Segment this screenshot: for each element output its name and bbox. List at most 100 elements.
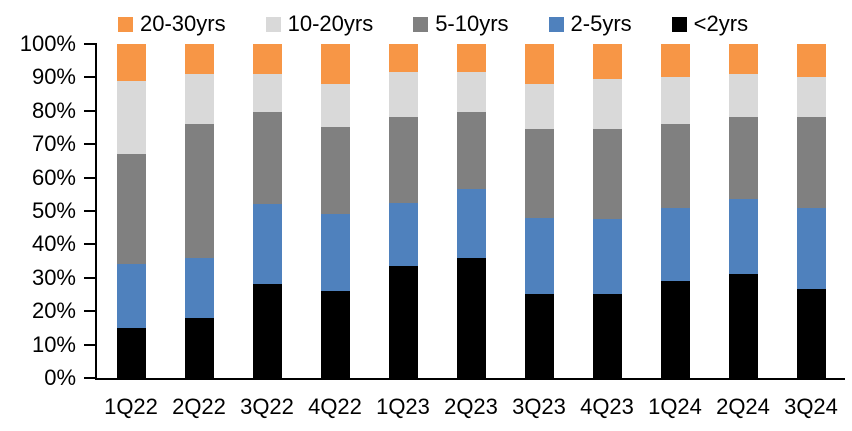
- y-axis-tick-20: [84, 310, 95, 313]
- bar-segment-2q24-2-5yrs: [728, 199, 758, 275]
- x-axis-label-2q24: 2Q24: [716, 394, 770, 419]
- legend-swatch-2-5yrs-icon: [548, 16, 564, 32]
- bar-segment-2q22-5-10yrs: [184, 124, 214, 258]
- legend-swatch-10-20yrs-icon: [265, 16, 281, 32]
- bar-segment-3q23-2-5yrs: [524, 217, 554, 295]
- bar-3q24: [796, 44, 826, 378]
- bar-segment-1q23-lt-2yrs: [388, 266, 418, 378]
- x-axis-line: [95, 378, 845, 380]
- legend-swatch-5-10yrs-icon: [413, 16, 429, 32]
- bar-segment-2q23-20-30yrs: [456, 44, 486, 73]
- y-axis-tick-90: [84, 76, 95, 79]
- y-axis-tick-40: [84, 243, 95, 246]
- bar-segment-1q24-10-20yrs: [660, 77, 690, 125]
- bar-segment-3q23-20-30yrs: [524, 44, 554, 85]
- x-axis-label-4q22: 4Q22: [308, 394, 362, 419]
- y-axis-label-20: 20%: [31, 298, 76, 324]
- bar-3q23: [524, 44, 554, 378]
- x-axis-label-1q23: 1Q23: [376, 394, 430, 419]
- y-axis-label-40: 40%: [31, 231, 76, 257]
- bar-segment-2q23-lt-2yrs: [456, 257, 486, 378]
- legend-item-2-5yrs: 2-5yrs: [548, 11, 632, 37]
- y-axis-tick-30: [84, 276, 95, 279]
- legend-label-5-10yrs: 5-10yrs: [435, 11, 509, 36]
- bar-segment-3q22-5-10yrs: [252, 112, 282, 205]
- bar-segment-2q22-20-30yrs: [184, 44, 214, 75]
- y-axis-tick-10: [84, 343, 95, 346]
- bar-slot-1q24: [641, 44, 709, 378]
- bar-2q23: [456, 44, 486, 378]
- legend-label-lt-2yrs: <2yrs: [693, 11, 749, 36]
- bar-segment-1q23-10-20yrs: [388, 72, 418, 118]
- bar-segment-1q22-5-10yrs: [116, 154, 146, 265]
- bar-segment-3q22-lt-2yrs: [252, 284, 282, 378]
- bar-3q22: [252, 44, 282, 378]
- bar-segment-2q23-2-5yrs: [456, 189, 486, 258]
- x-axis-label-3q23: 3Q23: [512, 394, 566, 419]
- x-axis-label-1q22: 1Q22: [104, 394, 158, 419]
- bar-1q24: [660, 44, 690, 378]
- legend-item-20-30yrs: 20-30yrs: [118, 11, 226, 37]
- bar-slot-2q24: [709, 44, 777, 378]
- legend-label-2-5yrs: 2-5yrs: [570, 11, 632, 36]
- y-axis-tick-70: [84, 143, 95, 146]
- legend-item-10-20yrs: 10-20yrs: [265, 11, 373, 37]
- bar-slot-2q22: [165, 44, 233, 378]
- bar-segment-3q22-10-20yrs: [252, 74, 282, 113]
- bar-slot-1q22: [97, 44, 165, 378]
- bar-segment-3q24-2-5yrs: [796, 207, 826, 290]
- bar-2q24: [728, 44, 758, 378]
- y-axis-label-10: 10%: [31, 331, 76, 357]
- legend-swatch-lt-2yrs-icon: [671, 16, 687, 32]
- bar-segment-1q23-20-30yrs: [388, 44, 418, 73]
- bar-segment-3q24-10-20yrs: [796, 77, 826, 118]
- legend: 20-30yrs 10-20yrs 5-10yrs 2-5yrs <2yrs: [118, 11, 748, 37]
- legend-item-lt-2yrs: <2yrs: [671, 11, 749, 37]
- bar-segment-2q24-lt-2yrs: [728, 274, 758, 378]
- bar-slot-3q24: [777, 44, 845, 378]
- x-axis-label-2q22: 2Q22: [172, 394, 226, 419]
- bar-segment-3q23-lt-2yrs: [524, 294, 554, 378]
- x-axis-label-1q24: 1Q24: [648, 394, 702, 419]
- bar-segment-4q22-10-20yrs: [320, 84, 350, 128]
- x-axis-label-3q24: 3Q24: [784, 394, 838, 419]
- x-axis-label-4q23: 4Q23: [580, 394, 634, 419]
- y-axis-tick-100: [84, 43, 95, 45]
- y-axis-tick-60: [84, 176, 95, 179]
- bar-segment-1q23-2-5yrs: [388, 202, 418, 267]
- bar-segment-1q22-20-30yrs: [116, 44, 146, 81]
- y-axis-label-100: 100%: [19, 31, 76, 56]
- bar-segment-3q24-5-10yrs: [796, 117, 826, 208]
- y-axis-label-80: 80%: [31, 97, 76, 123]
- x-axis-labels: 1Q22 2Q22 3Q22 4Q22 1Q23 2Q23 3Q23 4Q23 1Q24 2Q24…: [97, 394, 845, 420]
- bar-slot-4q22: [301, 44, 369, 378]
- y-axis-tick-80: [84, 109, 95, 112]
- bar-segment-1q24-20-30yrs: [660, 44, 690, 78]
- bar-2q22: [184, 44, 214, 378]
- y-axis-label-70: 70%: [31, 131, 76, 157]
- bar-slot-1q23: [369, 44, 437, 378]
- bar-segment-2q24-20-30yrs: [728, 44, 758, 75]
- bar-segment-4q23-2-5yrs: [592, 219, 622, 295]
- y-axis-label-0: 0%: [44, 365, 76, 390]
- bar-segment-1q22-lt-2yrs: [116, 327, 146, 378]
- bar-segment-4q22-5-10yrs: [320, 127, 350, 215]
- bar-1q22: [116, 44, 146, 378]
- bar-segment-1q23-5-10yrs: [388, 117, 418, 203]
- bar-segment-2q23-5-10yrs: [456, 112, 486, 190]
- bar-4q23: [592, 44, 622, 378]
- bar-segment-4q22-20-30yrs: [320, 44, 350, 85]
- bar-segment-4q23-10-20yrs: [592, 79, 622, 130]
- bar-segment-4q23-20-30yrs: [592, 44, 622, 80]
- bar-segment-3q24-20-30yrs: [796, 44, 826, 78]
- bar-segment-1q22-2-5yrs: [116, 264, 146, 328]
- bar-segment-3q24-lt-2yrs: [796, 289, 826, 378]
- bars-area: [97, 44, 845, 378]
- x-axis-label-3q22: 3Q22: [240, 394, 294, 419]
- y-axis-line: [95, 43, 97, 380]
- bar-segment-1q24-5-10yrs: [660, 124, 690, 208]
- y-axis-label-50: 50%: [31, 198, 76, 223]
- y-axis-tick-50: [84, 210, 95, 212]
- bar-slot-3q23: [505, 44, 573, 378]
